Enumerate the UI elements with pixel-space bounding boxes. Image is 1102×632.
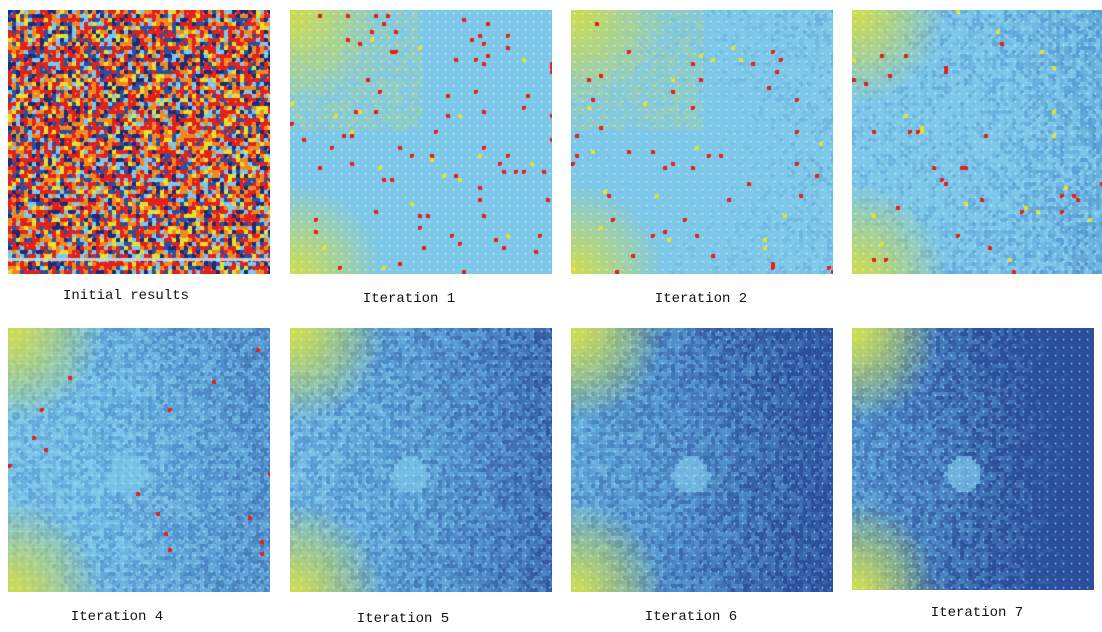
heatmap-canvas-iteration-2 bbox=[571, 10, 833, 274]
heatmap-iteration-7 bbox=[852, 328, 1094, 590]
caption-iteration-5: Iteration 5 bbox=[356, 611, 450, 627]
heatmap-initial bbox=[8, 10, 270, 274]
heatmap-iteration-3 bbox=[852, 10, 1102, 274]
caption-iteration-7: Iteration 7 bbox=[930, 605, 1024, 621]
heatmap-iteration-1 bbox=[290, 10, 552, 274]
heatmap-iteration-6 bbox=[571, 328, 833, 592]
caption-iteration-2: Iteration 2 bbox=[654, 291, 748, 307]
caption-initial: Initial results bbox=[62, 288, 190, 304]
heatmap-canvas-iteration-3 bbox=[852, 10, 1102, 274]
heatmap-iteration-4 bbox=[8, 328, 270, 592]
heatmap-iteration-2 bbox=[571, 10, 833, 274]
heatmap-canvas-iteration-7 bbox=[852, 328, 1094, 590]
heatmap-canvas-iteration-4 bbox=[8, 328, 270, 592]
heatmap-canvas-initial bbox=[8, 10, 270, 274]
heatmap-iteration-5 bbox=[290, 328, 552, 592]
caption-iteration-6: Iteration 6 bbox=[644, 609, 738, 625]
caption-iteration-1: Iteration 1 bbox=[362, 291, 456, 307]
heatmap-canvas-iteration-6 bbox=[571, 328, 833, 592]
heatmap-canvas-iteration-5 bbox=[290, 328, 552, 592]
heatmap-canvas-iteration-1 bbox=[290, 10, 552, 274]
caption-iteration-4: Iteration 4 bbox=[70, 609, 164, 625]
